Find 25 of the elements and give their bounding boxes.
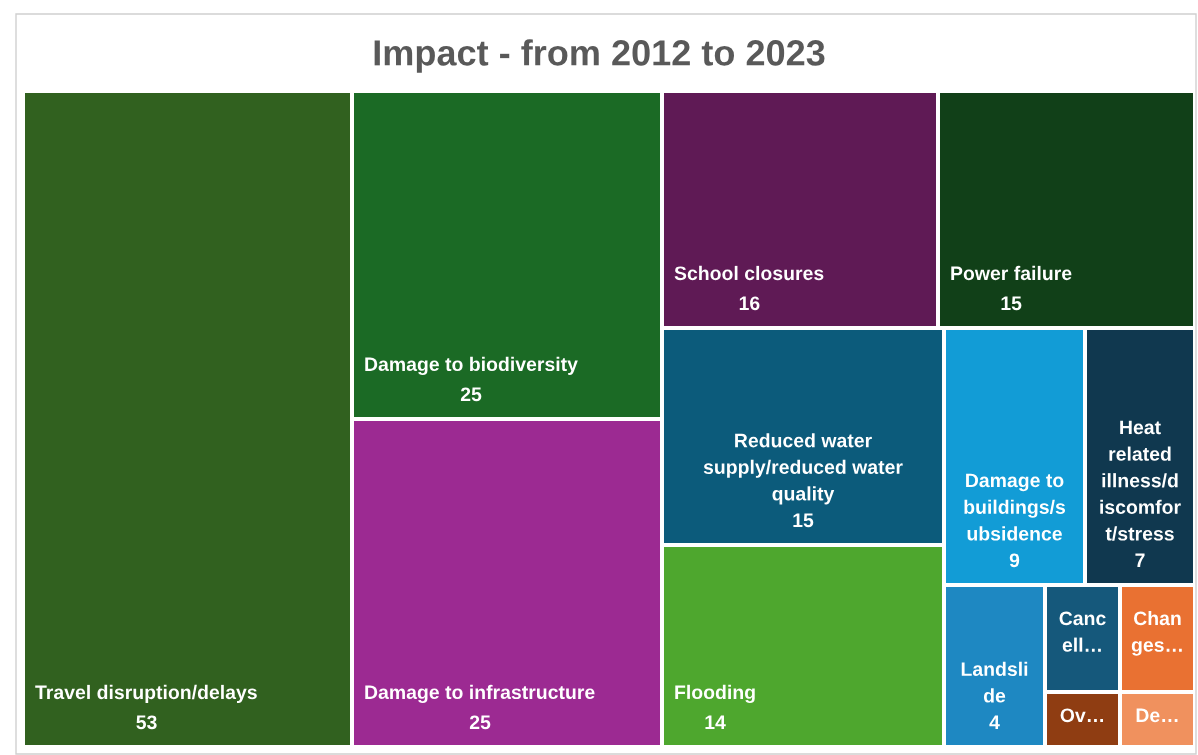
data-label: 16 <box>739 296 760 311</box>
category-label: Reduced water supply/reduced water quality <box>703 433 903 505</box>
category-label: Canc ell… <box>1059 611 1106 652</box>
category-label: Ov… <box>1060 708 1103 723</box>
category-label: Damage to infrastructure <box>365 684 595 703</box>
data-label: 7 <box>1135 553 1145 567</box>
category-label: Chan ges… <box>1131 610 1182 656</box>
data-label: 9 <box>1009 553 1020 568</box>
data-label: 25 <box>460 387 482 402</box>
data-label: 4 <box>989 715 1000 729</box>
category-label: Heat related illness/d iscomfor t/stress <box>1100 420 1181 541</box>
category-label: Damage to buildings/s ubsidence <box>964 473 1066 541</box>
data-label: 14 <box>705 715 726 729</box>
category-label: Landsli de <box>961 661 1028 703</box>
category-label: Flooding <box>675 684 755 703</box>
category-label: De… <box>1136 708 1178 723</box>
data-label: 25 <box>469 715 491 730</box>
data-label: 15 <box>1001 296 1022 311</box>
text: Impact - from 2012 to 2023 <box>374 39 825 73</box>
category-label: Damage to biodiversity <box>365 356 578 375</box>
category-label: School closures <box>674 265 824 281</box>
category-label: Travel disruption/delays <box>35 684 257 703</box>
data-label: 15 <box>793 513 814 528</box>
data-label: 53 <box>136 715 157 730</box>
category-label: Power failure <box>951 265 1072 281</box>
